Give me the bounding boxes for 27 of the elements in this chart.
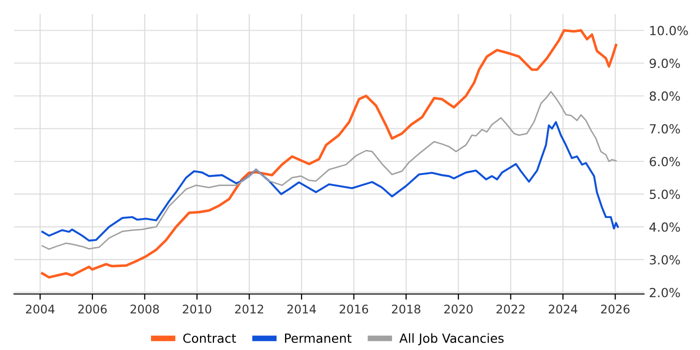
x-tick-label: 2024: [548, 304, 578, 314]
x-tick-label: 2008: [130, 304, 159, 314]
y-tick-label: 6.0%: [650, 156, 680, 166]
y-tick-label: 7.0%: [650, 124, 680, 134]
line-series: [40, 29, 618, 279]
line-series: [41, 121, 619, 242]
x-tick-label: 2020: [444, 304, 473, 314]
x-tick-label: 2006: [78, 304, 107, 314]
legend-label: All Job Vacancies: [399, 333, 504, 346]
y-tick-label: 8.0%: [650, 91, 680, 101]
x-tick-label: 2016: [340, 304, 368, 314]
y-tick-label: 4.0%: [649, 222, 680, 232]
y-tick-label: 9.0%: [650, 58, 680, 68]
y-tick-label: 10.0%: [650, 26, 688, 36]
legend-label: Contract: [183, 333, 236, 343]
x-tick-label: 2022: [496, 304, 525, 314]
x-tick-label: 2026: [601, 304, 630, 314]
x-tick-label: 2010: [182, 304, 212, 314]
x-tick-label: 2014: [287, 304, 316, 314]
line-series: [42, 90, 617, 250]
x-tick-label: 2012: [235, 304, 264, 314]
x-tick-label: 2018: [392, 304, 420, 314]
y-tick-label: 2.0%: [650, 288, 680, 298]
y-tick-label: 5.0%: [650, 190, 680, 200]
legend-label: Permanent: [285, 334, 352, 343]
y-tick-label: 3.0%: [650, 255, 680, 265]
x-tick-label: 2004: [26, 304, 54, 314]
